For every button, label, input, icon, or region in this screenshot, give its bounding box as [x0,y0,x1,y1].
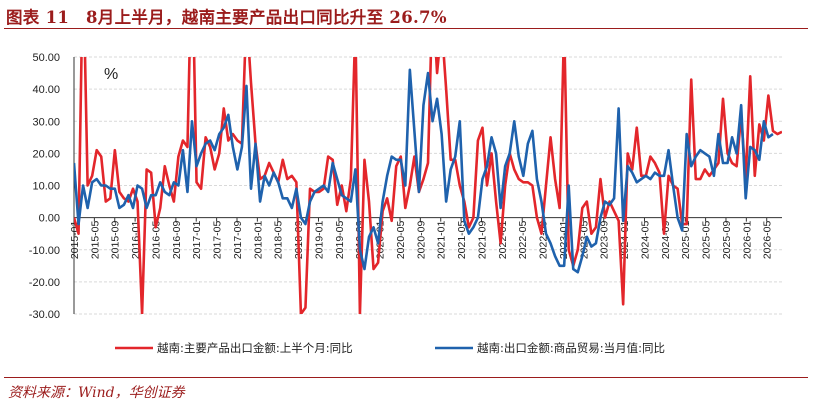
legend-label: 越南:出口金额:商品贸易:当月值:同比 [477,341,665,355]
y-tick-label: -10.00 [29,245,60,257]
x-tick-label: 2018-01 [252,220,264,259]
series-line-major-products [74,57,782,314]
x-tick-label: 2026-05 [762,220,774,259]
y-tick-label: 10.00 [32,181,60,193]
series-line-total-exports [74,68,774,274]
source-note: 资料来源：Wind，华创证券 [8,385,185,401]
x-tick-label: 2017-09 [232,220,244,259]
y-axis: -30.00 -20.00 -10.00 0.00 10.00 20.00 30.00 40.… [29,52,75,321]
x-tick-label: 2018-05 [273,220,285,259]
x-tick-label: 2023-05 [578,220,590,259]
legend: 越南:主要产品出口金额:上半个月:同比 越南:出口金额:商品贸易:当月值:同比 [115,341,665,355]
x-tick-label: 2021-01 [436,220,448,259]
x-tick-label: 2015-09 [110,220,122,259]
x-tick-label: 2016-05 [150,220,162,259]
y-tick-label: -20.00 [29,277,60,289]
x-tick-label: 2017-05 [212,220,224,259]
y-tick-label: 50.00 [32,52,60,64]
footer-divider [4,377,808,378]
line-chart: -30.00 -20.00 -10.00 0.00 10.00 20.00 30.00 40.… [29,52,782,355]
y-tick-label: 30.00 [32,116,60,128]
series-lines [74,57,782,314]
unit-label: % [104,66,118,83]
x-tick-label: 2024-05 [639,220,651,259]
y-tick-label: 40.00 [32,84,60,96]
legend-label: 越南:主要产品出口金额:上半个月:同比 [157,341,353,355]
x-tick-label: 2016-09 [171,220,183,259]
gridlines [74,56,782,315]
y-tick-label: 20.00 [32,148,60,160]
x-tick-label: 2025-05 [701,220,713,259]
x-tick-label: 2022-05 [517,220,529,259]
y-tick-label: -30.00 [29,309,60,321]
x-tick-label: 2023-09 [599,220,611,259]
y-tick-label: 0.00 [39,213,60,225]
x-tick-label: 2019-01 [313,220,325,259]
x-tick-label: 2020-09 [415,220,427,259]
x-tick-label: 2021-09 [476,220,488,259]
title-divider [4,28,808,29]
x-tick-label: 2017-01 [191,220,203,259]
x-tick-label: 2025-09 [721,220,733,259]
figure-title: 图表 11 8月上半月，越南主要产品出口同比升至 26.7% [6,8,447,27]
x-axis: 2015-01 2015-05 2015-09 2016-01 2016-05 2016-… [69,217,782,259]
x-tick-label: 2015-05 [89,220,101,259]
x-tick-label: 2020-05 [395,220,407,259]
x-tick-label: 2019-05 [334,220,346,259]
x-tick-label: 2021-05 [456,220,468,259]
x-tick-label: 2026-01 [741,220,753,259]
